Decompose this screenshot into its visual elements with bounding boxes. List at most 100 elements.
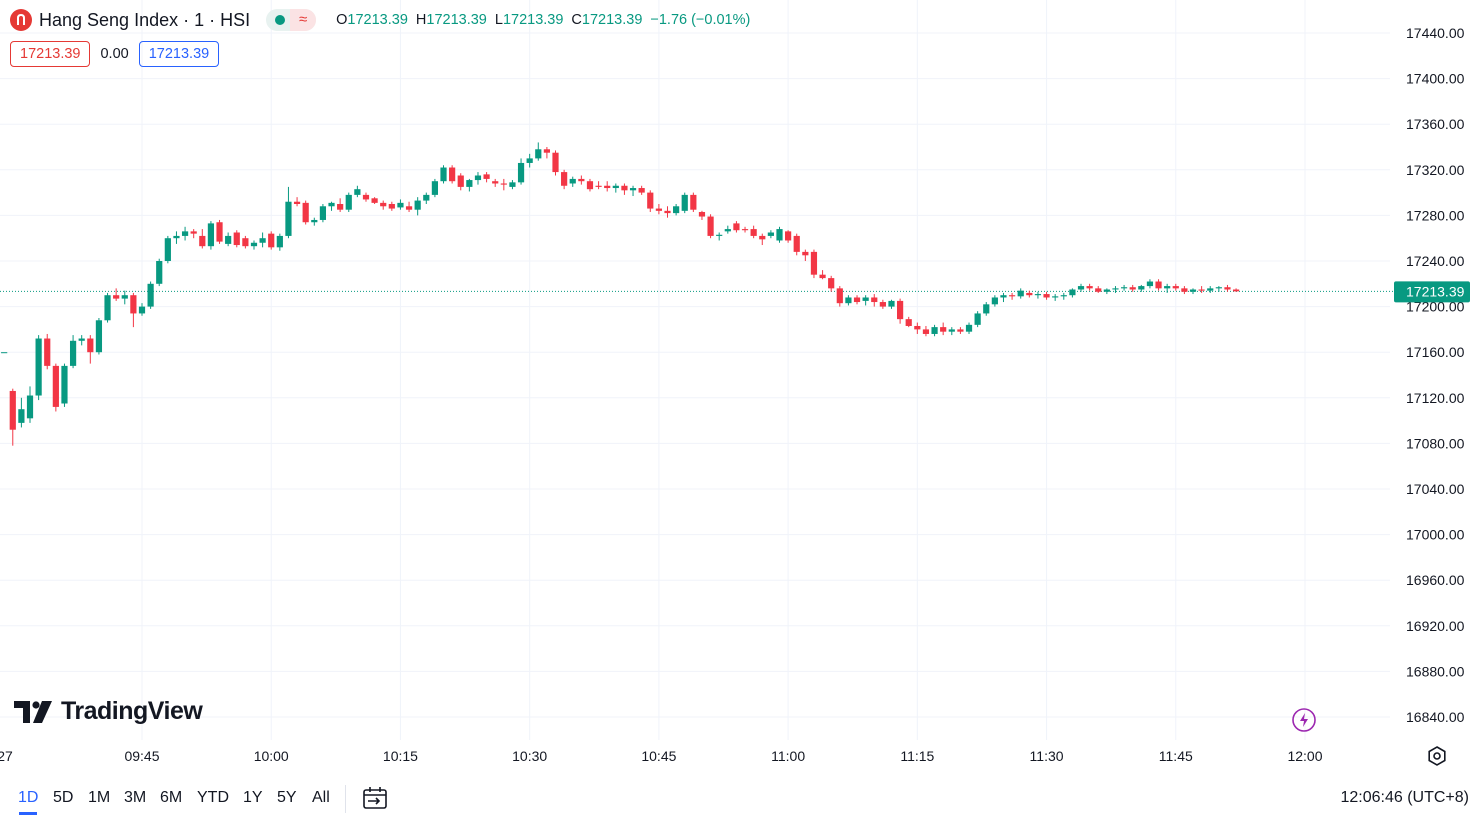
candle[interactable] (1043, 291, 1050, 300)
candle[interactable] (690, 192, 697, 212)
candle[interactable] (431, 178, 439, 198)
candle[interactable] (207, 221, 215, 250)
candle[interactable] (216, 219, 223, 244)
candle[interactable] (26, 386, 34, 423)
candle[interactable] (776, 226, 783, 243)
candle[interactable] (1008, 292, 1016, 300)
candle[interactable] (673, 204, 680, 216)
candle[interactable] (457, 173, 464, 191)
candle[interactable] (586, 178, 594, 192)
candle[interactable] (319, 204, 327, 223)
range-3m-button[interactable]: 3M (124, 789, 147, 806)
candle[interactable] (922, 325, 930, 337)
candle[interactable] (535, 142, 542, 161)
candle[interactable] (156, 258, 163, 287)
candle[interactable] (345, 192, 352, 212)
candle[interactable] (302, 200, 309, 225)
candle[interactable] (466, 178, 473, 192)
candle[interactable] (380, 200, 387, 210)
candle[interactable] (517, 158, 525, 185)
candle[interactable] (888, 299, 895, 309)
go-to-date-icon[interactable] (362, 785, 388, 811)
candle[interactable] (1026, 290, 1033, 298)
candle[interactable] (35, 335, 42, 401)
symbol-title[interactable]: Hang Seng Index · 1 · HSI (39, 9, 251, 30)
range-1m-button[interactable]: 1M (88, 789, 111, 806)
candle[interactable] (1086, 283, 1093, 291)
candle[interactable] (1232, 288, 1240, 292)
candle[interactable] (1215, 286, 1222, 292)
candle[interactable] (897, 298, 904, 324)
candle[interactable] (1120, 284, 1128, 291)
range-all-button[interactable]: All (312, 789, 330, 806)
candle[interactable] (1060, 292, 1067, 300)
candle[interactable] (612, 183, 619, 193)
candle[interactable] (948, 327, 955, 336)
candle[interactable] (138, 303, 146, 316)
candle[interactable] (681, 192, 688, 214)
candle[interactable] (655, 204, 662, 215)
candle[interactable] (767, 230, 774, 239)
candle[interactable] (879, 299, 886, 309)
candle[interactable] (268, 231, 275, 250)
candle[interactable] (181, 226, 189, 241)
candle[interactable] (595, 181, 602, 190)
candle[interactable] (819, 270, 826, 280)
candle[interactable] (52, 363, 59, 412)
candle[interactable] (293, 197, 301, 207)
candle[interactable] (621, 183, 628, 195)
candle[interactable] (121, 290, 128, 305)
candle[interactable] (113, 288, 120, 301)
candle[interactable] (965, 322, 973, 334)
candle[interactable] (759, 233, 766, 246)
sell-price-button[interactable]: 17213.39 (10, 41, 91, 67)
candle[interactable] (276, 233, 283, 251)
candle[interactable] (18, 397, 25, 428)
candle[interactable] (552, 150, 559, 176)
candle[interactable] (492, 178, 499, 187)
candle[interactable] (1146, 279, 1154, 289)
candle[interactable] (164, 235, 171, 264)
candle[interactable] (130, 292, 137, 328)
candle[interactable] (242, 235, 249, 249)
candle[interactable] (233, 230, 240, 248)
candle[interactable] (526, 153, 533, 168)
range-1d-button[interactable]: 1D (18, 789, 39, 806)
candle[interactable] (698, 210, 706, 220)
candle[interactable] (741, 226, 749, 233)
candle[interactable] (87, 335, 94, 364)
candle[interactable] (1103, 288, 1110, 295)
settings-gear-icon[interactable] (1426, 745, 1448, 767)
candle[interactable] (1034, 291, 1042, 299)
candle[interactable] (1181, 286, 1188, 295)
candle[interactable] (397, 199, 404, 210)
candle[interactable] (1198, 286, 1205, 293)
tradingview-watermark[interactable]: TradingView (14, 697, 203, 726)
candle[interactable] (914, 322, 921, 334)
candle[interactable] (44, 333, 51, 370)
candle[interactable] (483, 172, 490, 183)
candle[interactable] (905, 316, 912, 328)
candle[interactable] (147, 281, 154, 309)
candle[interactable] (78, 335, 85, 346)
candle[interactable] (1095, 286, 1102, 293)
candle[interactable] (1138, 284, 1145, 292)
market-status-badge[interactable]: ≈ (266, 9, 317, 31)
candle[interactable] (405, 201, 413, 212)
candle[interactable] (724, 225, 731, 234)
candle[interactable] (414, 197, 421, 216)
candle[interactable] (1189, 288, 1197, 295)
candle[interactable] (259, 232, 266, 248)
candle[interactable] (853, 295, 861, 305)
buy-price-button[interactable]: 17213.39 (138, 41, 220, 67)
candle[interactable] (836, 286, 843, 307)
candle[interactable] (354, 185, 361, 198)
candle[interactable] (500, 178, 507, 191)
candle[interactable] (337, 198, 344, 212)
candle[interactable] (311, 217, 318, 226)
candle[interactable] (1000, 292, 1007, 303)
candle[interactable] (802, 249, 809, 261)
lightning-icon[interactable] (1292, 708, 1316, 732)
candle[interactable] (569, 176, 576, 187)
